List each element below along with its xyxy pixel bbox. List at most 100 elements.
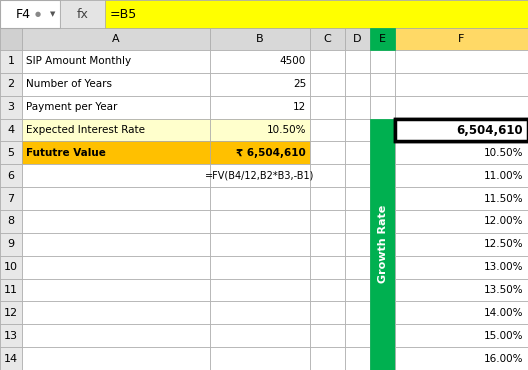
Text: 13.00%: 13.00% (484, 262, 523, 272)
Bar (345, 302, 370, 324)
Bar (0, 28, 22, 50)
Bar (395, 347, 528, 370)
Bar (395, 141, 528, 164)
Bar (310, 210, 345, 233)
Text: =FV(B4/12,B2*B3,-B1): =FV(B4/12,B2*B3,-B1) (205, 171, 315, 181)
Bar (22, 118, 210, 141)
Bar (395, 164, 528, 187)
Bar (345, 28, 370, 50)
Text: 12: 12 (293, 102, 306, 112)
Bar (395, 302, 528, 324)
Bar (370, 347, 395, 370)
Bar (22, 141, 210, 164)
Bar (22, 28, 210, 50)
Bar (210, 347, 310, 370)
Text: ₹ 6,504,610: ₹ 6,504,610 (236, 148, 306, 158)
Bar (345, 50, 370, 73)
Bar (0, 96, 22, 118)
Text: 2: 2 (7, 79, 15, 89)
Text: 3: 3 (7, 102, 14, 112)
Text: B: B (256, 34, 264, 44)
Bar (395, 210, 528, 233)
Text: Growth Rate: Growth Rate (378, 205, 388, 283)
Text: 8: 8 (7, 216, 15, 226)
Text: F: F (458, 34, 465, 44)
Bar (0, 233, 22, 256)
Bar (210, 50, 310, 73)
Bar (0, 50, 22, 73)
Bar (310, 187, 345, 210)
Bar (370, 96, 395, 118)
Text: Payment per Year: Payment per Year (26, 102, 117, 112)
Bar (210, 164, 310, 187)
Text: 11.50%: 11.50% (483, 194, 523, 204)
Bar (370, 73, 395, 96)
Bar (395, 324, 528, 347)
Bar (0, 279, 22, 302)
Bar (345, 256, 370, 279)
Bar (345, 96, 370, 118)
Bar (310, 233, 345, 256)
Bar (370, 164, 395, 187)
Bar (395, 210, 528, 233)
Bar (345, 347, 370, 370)
Bar (395, 50, 528, 73)
Text: 10: 10 (4, 262, 18, 272)
Bar (395, 141, 528, 164)
Bar (395, 164, 528, 187)
Bar (370, 28, 395, 50)
Bar (310, 347, 345, 370)
Text: 6,504,610: 6,504,610 (456, 124, 523, 137)
Bar (370, 118, 395, 370)
Text: F4: F4 (15, 7, 30, 20)
Bar (370, 302, 395, 324)
Bar (0, 210, 22, 233)
Bar (310, 256, 345, 279)
Bar (345, 187, 370, 210)
Text: SIP Amount Monthly: SIP Amount Monthly (26, 57, 131, 67)
Bar (345, 210, 370, 233)
Bar (370, 118, 395, 141)
Bar (370, 50, 395, 73)
Bar (370, 187, 395, 210)
Bar (370, 233, 395, 256)
Text: 11: 11 (4, 285, 18, 295)
Bar (395, 96, 528, 118)
Bar (370, 324, 395, 347)
Bar (395, 256, 528, 279)
Text: 10.50%: 10.50% (267, 125, 306, 135)
Bar (395, 233, 528, 256)
Bar (22, 347, 210, 370)
Text: D: D (353, 34, 362, 44)
Text: 14: 14 (4, 354, 18, 364)
Bar (210, 141, 310, 164)
Text: 4: 4 (7, 125, 15, 135)
Text: ▼: ▼ (50, 11, 55, 17)
Bar (105, 0, 528, 28)
Bar (210, 187, 310, 210)
Bar (395, 118, 528, 141)
Text: Number of Years: Number of Years (26, 79, 112, 89)
Bar (0, 0, 60, 28)
Bar (310, 279, 345, 302)
Text: 4500: 4500 (280, 57, 306, 67)
Bar (395, 324, 528, 347)
Text: 7: 7 (7, 194, 15, 204)
Bar (310, 73, 345, 96)
Bar (0, 164, 22, 187)
Bar (395, 118, 528, 141)
Text: 12.00%: 12.00% (484, 216, 523, 226)
Bar (395, 233, 528, 256)
Bar (395, 187, 528, 210)
Text: Fututre Value: Fututre Value (26, 148, 106, 158)
Text: 11.00%: 11.00% (484, 171, 523, 181)
Text: 12.50%: 12.50% (483, 239, 523, 249)
Bar (395, 347, 528, 370)
Bar (310, 50, 345, 73)
Text: 9: 9 (7, 239, 15, 249)
Bar (345, 164, 370, 187)
Text: 6,504,610: 6,504,610 (456, 124, 523, 137)
Bar (210, 210, 310, 233)
Bar (22, 256, 210, 279)
Bar (22, 73, 210, 96)
